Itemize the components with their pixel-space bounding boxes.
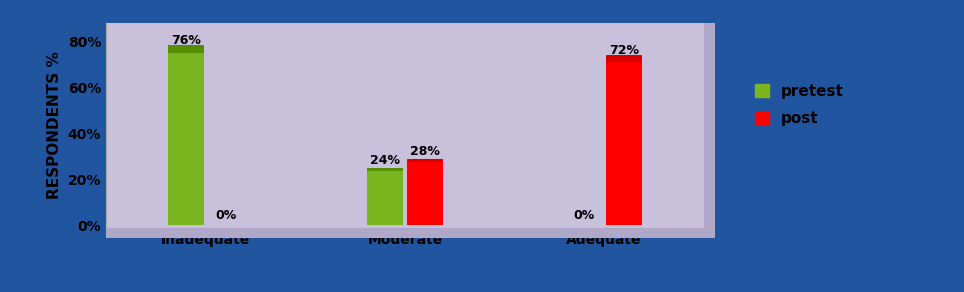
- Bar: [367, 168, 403, 171]
- Bar: [407, 161, 442, 225]
- Y-axis label: RESPONDENTS %: RESPONDENTS %: [47, 52, 63, 199]
- Bar: [168, 45, 203, 53]
- Bar: [606, 55, 642, 62]
- Bar: [606, 60, 642, 225]
- Bar: [407, 159, 442, 162]
- Text: 24%: 24%: [370, 154, 400, 167]
- Bar: [168, 51, 203, 225]
- Text: 0%: 0%: [574, 209, 595, 222]
- Text: 0%: 0%: [215, 209, 236, 222]
- Text: 28%: 28%: [410, 145, 440, 158]
- Text: 72%: 72%: [609, 44, 639, 57]
- Legend: pretest, post: pretest, post: [747, 77, 851, 134]
- Text: 76%: 76%: [171, 34, 201, 48]
- Bar: [367, 170, 403, 225]
